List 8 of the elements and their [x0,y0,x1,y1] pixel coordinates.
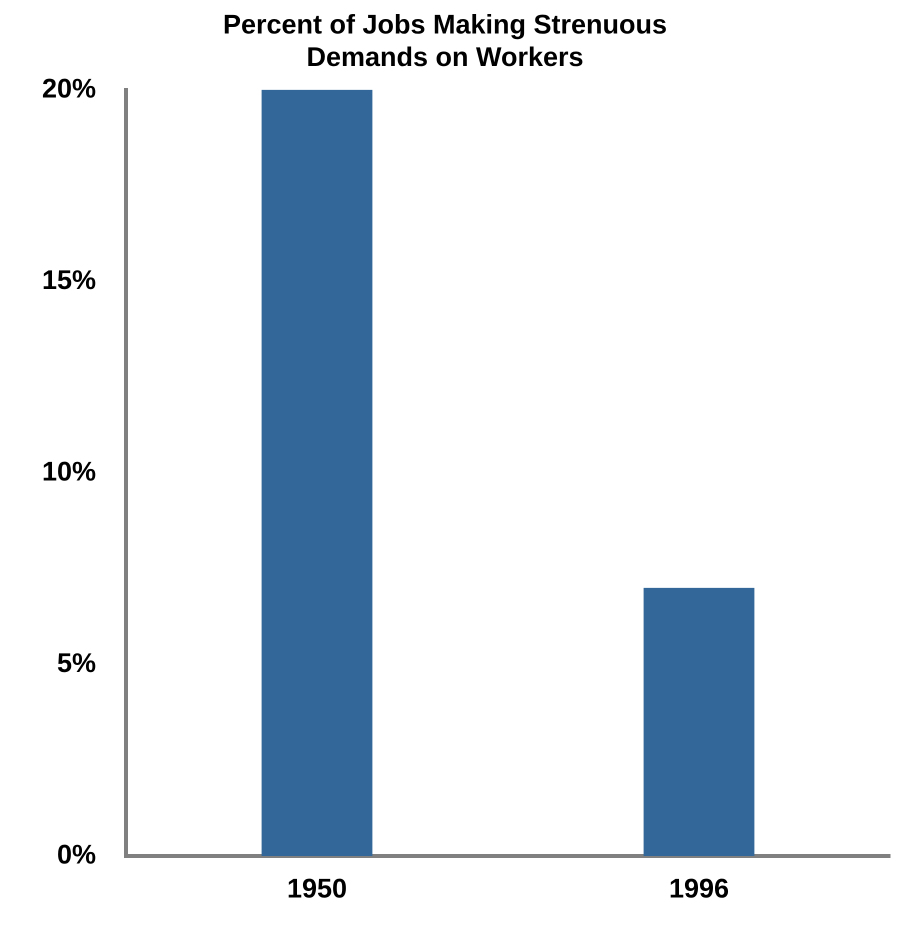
y-tick-label: 15% [42,264,96,295]
y-tick-label: 0% [56,839,96,870]
x-tick-label: 1996 [668,874,730,904]
y-tick-label: 20% [42,73,96,104]
y-tick-label: 10% [42,456,96,486]
chart-title: Percent of Jobs Making Strenuous Demands on Workers [222,10,668,72]
x-tick-label: 1950 [286,874,348,904]
y-tick-label: 5% [56,648,96,678]
